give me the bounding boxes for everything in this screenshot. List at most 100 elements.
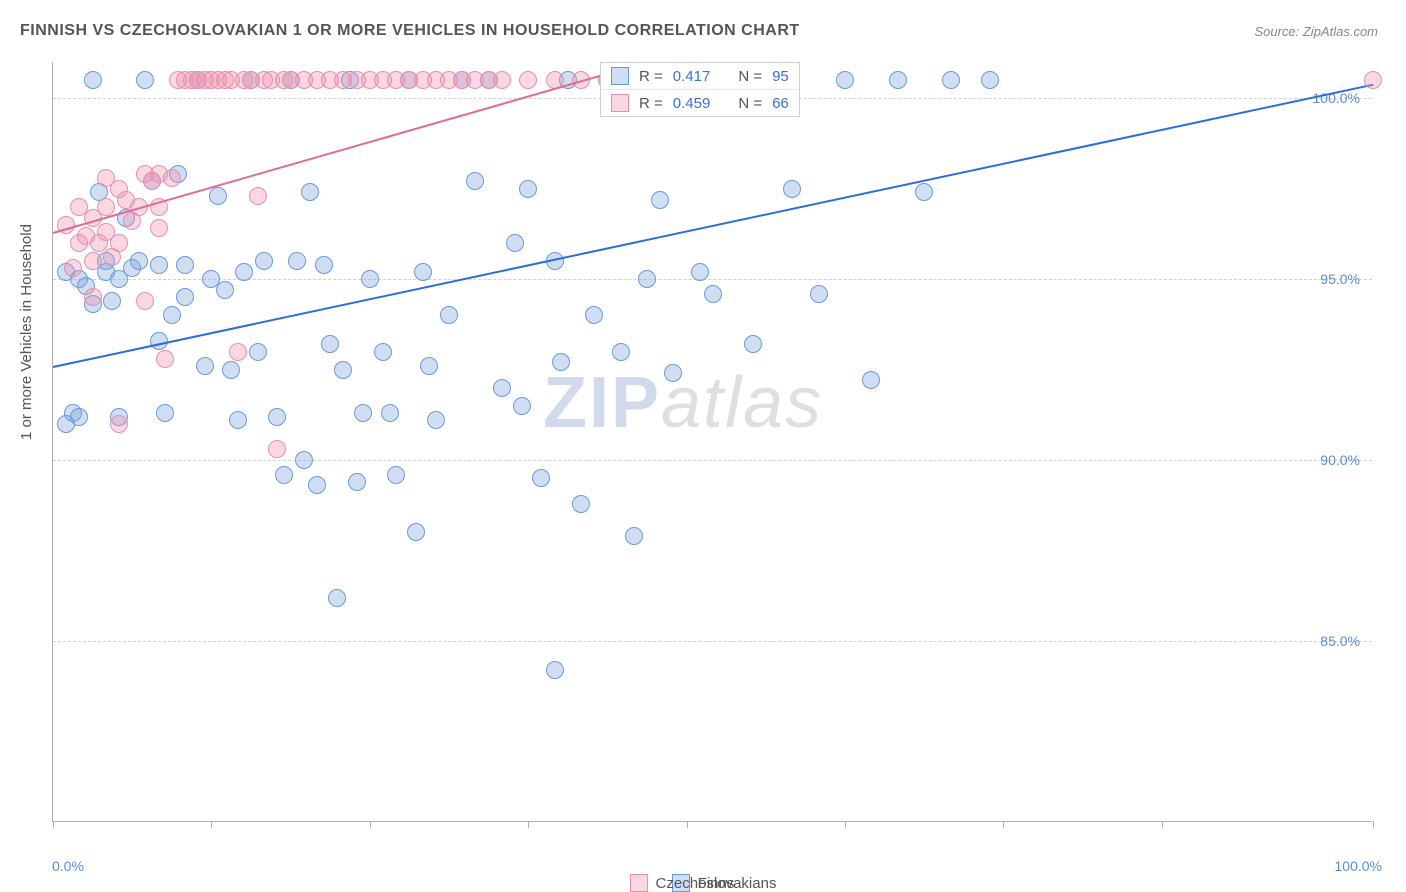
scatter-point <box>249 343 267 361</box>
scatter-point <box>328 589 346 607</box>
x-tick-label-left: 0.0% <box>52 858 84 874</box>
grid-line <box>53 460 1372 461</box>
x-tick <box>370 821 371 828</box>
scatter-point <box>334 361 352 379</box>
scatter-point <box>427 411 445 429</box>
y-axis-label: 1 or more Vehicles in Household <box>18 224 35 440</box>
scatter-point <box>57 415 75 433</box>
legend-swatch <box>611 94 629 112</box>
scatter-point <box>414 263 432 281</box>
x-tick <box>53 821 54 828</box>
scatter-point <box>638 270 656 288</box>
trend-line <box>53 73 608 234</box>
trend-line <box>53 84 1373 368</box>
scatter-point <box>862 371 880 389</box>
scatter-point <box>915 183 933 201</box>
x-tick <box>528 821 529 828</box>
scatter-point <box>612 343 630 361</box>
scatter-point <box>301 183 319 201</box>
scatter-point <box>493 379 511 397</box>
legend-swatch <box>630 874 648 892</box>
scatter-point <box>572 495 590 513</box>
scatter-point <box>889 71 907 89</box>
scatter-point <box>97 169 115 187</box>
watermark-zip: ZIP <box>543 363 661 443</box>
scatter-point <box>440 306 458 324</box>
scatter-point <box>519 180 537 198</box>
scatter-point <box>295 451 313 469</box>
x-tick <box>845 821 846 828</box>
stats-legend: R =0.417N =95R =0.459N =66 <box>600 62 800 117</box>
y-tick-label: 85.0% <box>1320 633 1360 649</box>
scatter-point <box>625 527 643 545</box>
scatter-point <box>381 404 399 422</box>
scatter-point <box>387 466 405 484</box>
stats-row: R =0.417N =95 <box>601 63 799 89</box>
scatter-point <box>546 661 564 679</box>
scatter-point <box>783 180 801 198</box>
scatter-point <box>275 466 293 484</box>
scatter-point <box>552 353 570 371</box>
scatter-point <box>84 252 102 270</box>
scatter-point <box>513 397 531 415</box>
r-label: R = <box>639 95 663 112</box>
x-tick <box>211 821 212 828</box>
scatter-point <box>235 263 253 281</box>
r-value: 0.459 <box>673 95 711 112</box>
scatter-point <box>255 252 273 270</box>
scatter-point <box>651 191 669 209</box>
scatter-point <box>585 306 603 324</box>
scatter-point <box>110 234 128 252</box>
scatter-point <box>268 440 286 458</box>
watermark: ZIPatlas <box>543 362 823 444</box>
y-tick-label: 95.0% <box>1320 271 1360 287</box>
scatter-point <box>942 71 960 89</box>
grid-line <box>53 279 1372 280</box>
scatter-point <box>176 256 194 274</box>
scatter-point <box>229 343 247 361</box>
scatter-point <box>150 256 168 274</box>
scatter-point <box>209 187 227 205</box>
scatter-point <box>216 281 234 299</box>
scatter-point <box>420 357 438 375</box>
scatter-point <box>150 219 168 237</box>
scatter-point <box>196 357 214 375</box>
scatter-point <box>664 364 682 382</box>
x-tick <box>1162 821 1163 828</box>
scatter-point <box>354 404 372 422</box>
legend-swatch <box>611 67 629 85</box>
scatter-point <box>1364 71 1382 89</box>
scatter-point <box>136 71 154 89</box>
scatter-point <box>744 335 762 353</box>
scatter-point <box>308 476 326 494</box>
scatter-point <box>163 306 181 324</box>
r-label: R = <box>639 68 663 85</box>
scatter-point <box>176 288 194 306</box>
scatter-point <box>130 252 148 270</box>
x-tick <box>687 821 688 828</box>
grid-line <box>53 641 1372 642</box>
scatter-point <box>110 415 128 433</box>
watermark-atlas: atlas <box>661 363 823 443</box>
scatter-point <box>156 404 174 422</box>
legend-item: Czechoslovakians <box>630 874 777 892</box>
scatter-point <box>222 361 240 379</box>
scatter-point <box>103 292 121 310</box>
scatter-point <box>981 71 999 89</box>
scatter-point <box>150 332 168 350</box>
scatter-point <box>136 292 154 310</box>
scatter-point <box>229 411 247 429</box>
scatter-point <box>156 350 174 368</box>
chart-title: FINNISH VS CZECHOSLOVAKIAN 1 OR MORE VEH… <box>20 22 800 40</box>
scatter-point <box>532 469 550 487</box>
scatter-point <box>315 256 333 274</box>
x-tick <box>1373 821 1374 828</box>
scatter-point <box>704 285 722 303</box>
scatter-point <box>493 71 511 89</box>
scatter-point <box>150 165 168 183</box>
x-tick-label-right: 100.0% <box>1335 858 1382 874</box>
plot-area: ZIPatlas 85.0%90.0%95.0%100.0% <box>52 62 1372 822</box>
scatter-point <box>691 263 709 281</box>
y-tick-label: 90.0% <box>1320 452 1360 468</box>
n-value: 95 <box>772 68 789 85</box>
